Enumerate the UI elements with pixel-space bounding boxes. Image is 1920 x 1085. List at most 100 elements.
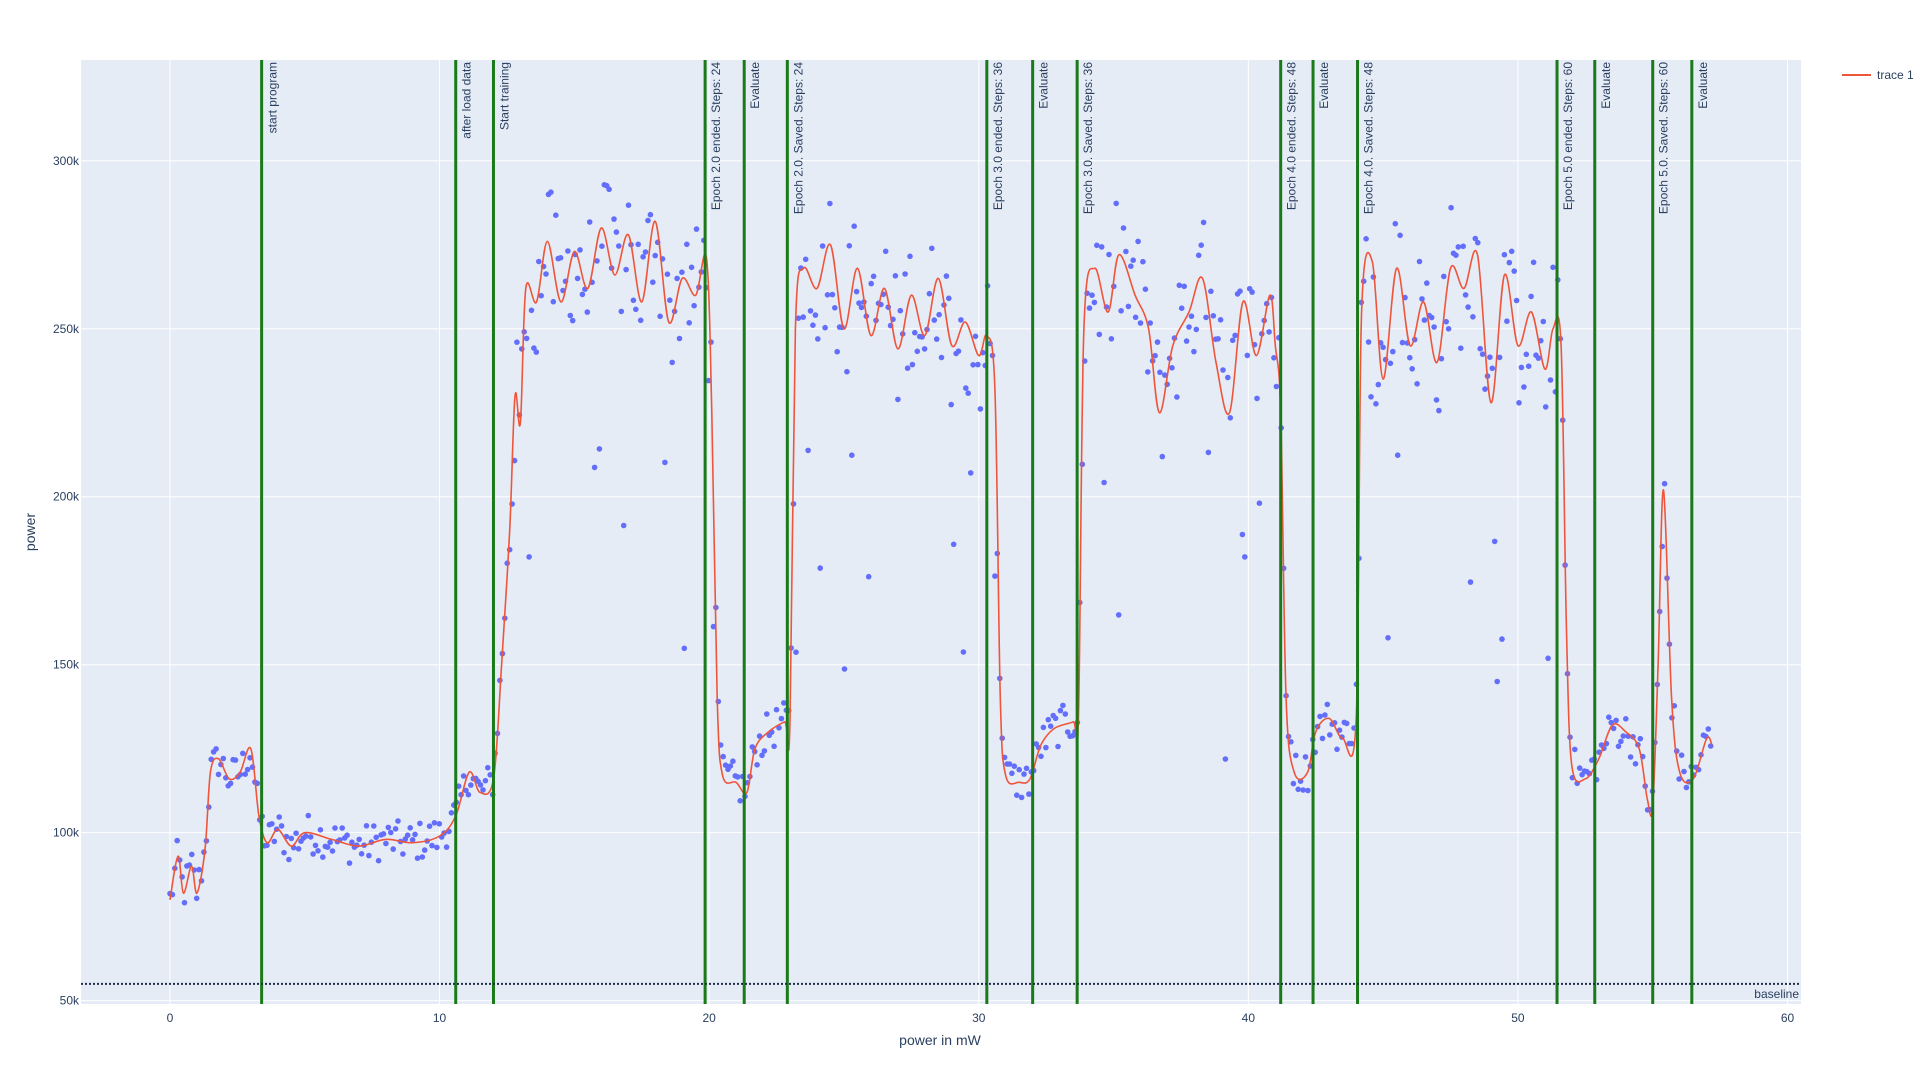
- scatter-point: [1482, 386, 1488, 392]
- scatter-point: [514, 339, 520, 346]
- scatter-point: [1409, 366, 1415, 372]
- scatter-point: [1319, 735, 1326, 742]
- scatter-point: [196, 866, 202, 873]
- scatter-point: [1273, 383, 1280, 390]
- scatter-point: [1052, 715, 1059, 722]
- scatter-point: [305, 812, 312, 819]
- scatter-point: [1302, 754, 1309, 760]
- scatter-point: [1120, 225, 1127, 231]
- scatter-point: [569, 317, 576, 324]
- scatter-point: [1266, 329, 1272, 335]
- scatter-point: [657, 313, 663, 320]
- scatter-point: [264, 842, 270, 849]
- scatter-point: [1516, 400, 1522, 406]
- scatter-point: [1343, 720, 1350, 727]
- scatter-point: [1504, 318, 1510, 325]
- scatter-point: [1433, 397, 1440, 403]
- scatter-point: [1203, 314, 1209, 321]
- scatter-point: [240, 750, 246, 757]
- scatter-point: [1399, 339, 1406, 346]
- event-label: Evaluate: [748, 62, 762, 109]
- scatter-point: [948, 401, 954, 408]
- scatter-point: [807, 308, 814, 314]
- scatter-point: [295, 846, 302, 852]
- scatter-point: [482, 777, 489, 784]
- event-label: after load data: [460, 62, 474, 139]
- scatter-point: [1232, 332, 1238, 339]
- scatter-point: [1113, 200, 1119, 207]
- scatter-point: [640, 253, 646, 260]
- legend-label-trace-1: trace 1: [1877, 68, 1914, 82]
- scatter-point: [1098, 244, 1105, 250]
- scatter-point: [618, 308, 625, 315]
- scatter-point: [645, 217, 651, 224]
- scatter-point: [1390, 348, 1396, 355]
- scatter-point: [317, 827, 324, 833]
- scatter-point: [936, 311, 942, 318]
- scatter-point: [1499, 636, 1505, 642]
- scatter-point: [1154, 339, 1161, 345]
- scatter-point: [1375, 381, 1382, 388]
- scatter-point: [688, 264, 695, 271]
- scatter-point: [1195, 252, 1202, 259]
- scatter-point: [1455, 244, 1462, 250]
- scatter-point: [288, 835, 295, 842]
- scatter-point: [921, 346, 928, 352]
- scatter-point: [1441, 273, 1447, 280]
- scatter-point: [647, 211, 654, 218]
- scatter-point: [371, 823, 377, 829]
- scatter-point: [912, 329, 918, 336]
- scatter-point: [1322, 712, 1328, 718]
- y-tick-label: 300k: [53, 154, 80, 168]
- scatter-point: [1453, 252, 1459, 258]
- scatter-point: [404, 832, 411, 838]
- scatter-point: [271, 838, 278, 845]
- scatter-point: [667, 297, 673, 304]
- scatter-point: [1205, 449, 1212, 456]
- scatter-point: [1521, 384, 1527, 390]
- legend[interactable]: trace 1: [1842, 68, 1914, 82]
- baseline-label: baseline: [1754, 987, 1799, 1001]
- scatter-point: [856, 300, 862, 306]
- scatter-point: [620, 522, 627, 529]
- event-label: Epoch 5.0. Saved. Steps: 60: [1657, 62, 1671, 214]
- scatter-point: [882, 248, 889, 255]
- scatter-point: [761, 748, 768, 754]
- scatter-point: [1324, 701, 1331, 708]
- scatter-point: [1271, 355, 1277, 361]
- scatter-point: [1026, 791, 1032, 797]
- scatter-point: [1431, 324, 1437, 330]
- scatter-point: [662, 459, 668, 466]
- scatter-point: [926, 290, 933, 297]
- scatter-point: [1186, 324, 1192, 330]
- event-label: Epoch 2.0. Saved. Steps: 24: [791, 62, 805, 214]
- scatter-point: [1523, 351, 1530, 358]
- scatter-point: [846, 243, 853, 249]
- scatter-point: [1089, 292, 1095, 299]
- scatter-point: [975, 361, 981, 368]
- scatter-point: [269, 821, 275, 827]
- scatter-point: [1145, 369, 1151, 375]
- scatter-point: [1676, 776, 1682, 782]
- scatter-point: [1237, 288, 1243, 295]
- scatter-point: [1152, 352, 1158, 359]
- scatter-point: [366, 852, 372, 859]
- scatter-point: [315, 848, 321, 854]
- scatter-point: [897, 307, 904, 314]
- scatter-point: [1501, 251, 1508, 258]
- scatter-point: [1547, 377, 1554, 383]
- scatter-point: [1380, 344, 1386, 351]
- scatter-point: [480, 787, 486, 793]
- event-label: Epoch 3.0. Saved. Steps: 36: [1081, 62, 1095, 214]
- scatter-point: [868, 280, 874, 287]
- scatter-point: [227, 780, 234, 787]
- scatter-point: [1188, 313, 1195, 320]
- scatter-point: [764, 711, 770, 717]
- scatter-point: [824, 292, 831, 298]
- scatter-point: [720, 753, 726, 760]
- scatter-point: [1137, 320, 1144, 326]
- scatter-point: [1094, 242, 1100, 249]
- scatter-point: [773, 706, 780, 713]
- scatter-point: [1064, 729, 1071, 735]
- scatter-point: [358, 851, 365, 857]
